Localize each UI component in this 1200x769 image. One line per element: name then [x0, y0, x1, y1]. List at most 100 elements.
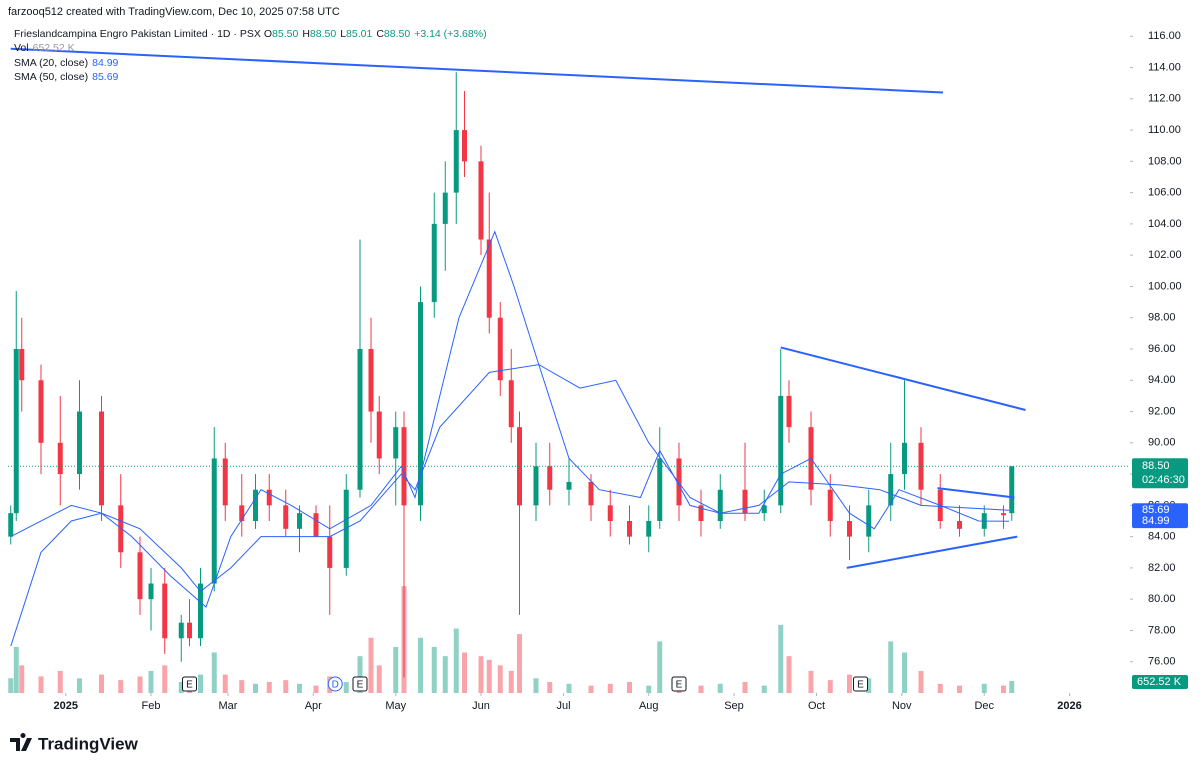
- candle-body: [357, 348, 363, 490]
- candle-body: [698, 505, 704, 521]
- x-tick-label: 2025: [54, 700, 78, 712]
- candle-body: [902, 442, 907, 475]
- x-tick-label: Apr: [305, 700, 322, 712]
- volume-bar: [957, 685, 962, 693]
- candle-body: [676, 458, 682, 506]
- sma-line: [10, 364, 1010, 647]
- volume-bar: [698, 685, 704, 693]
- candle-body: [253, 489, 258, 521]
- candle-body: [547, 466, 553, 490]
- event-label: E: [357, 680, 364, 691]
- event-marker: [671, 676, 687, 692]
- candle-body: [657, 458, 663, 521]
- volume-bar: [847, 674, 852, 693]
- x-tick-label: Nov: [892, 700, 912, 712]
- trend-line: [780, 346, 1026, 411]
- volume-bar: [253, 683, 258, 693]
- volume-bar: [178, 681, 184, 693]
- volume-bar: [77, 678, 82, 693]
- legend-key: H: [302, 28, 310, 40]
- volume-tag-label: 652.52 K: [1137, 676, 1182, 688]
- legend-volume-name: Vol: [14, 42, 29, 54]
- volume-bar: [478, 656, 484, 693]
- volume-bar: [442, 656, 448, 693]
- candle-body: [778, 395, 784, 506]
- volume-bar: [368, 637, 374, 693]
- volume-bar: [533, 678, 539, 693]
- x-tick-label: Feb: [142, 700, 161, 712]
- volume-bar: [937, 683, 943, 693]
- candle-body: [566, 481, 572, 490]
- y-tick-label: 102.00: [1148, 249, 1182, 261]
- volume-bar: [297, 683, 302, 693]
- candle-body: [376, 411, 382, 459]
- legend-series-value: 85.69: [92, 71, 118, 83]
- event-marker: [182, 676, 197, 692]
- y-tick-label: 94.00: [1148, 374, 1176, 386]
- volume-bar: [13, 646, 19, 693]
- candle-body: [418, 302, 423, 506]
- candle-body: [8, 513, 14, 537]
- trend-line: [10, 47, 944, 94]
- candle-body: [57, 442, 63, 475]
- logo-mark: [10, 733, 32, 751]
- candle-body: [222, 458, 228, 506]
- sma-tag-label: 84.99: [1142, 515, 1170, 527]
- volume-bar: [148, 670, 154, 693]
- sma-line: [10, 230, 1010, 608]
- attribution: farzooq512 created with TradingView.com,…: [8, 6, 340, 18]
- volume-bar: [393, 646, 399, 693]
- candle-body: [442, 192, 448, 224]
- legend-symbol: Frieslandcampina Engro Pakistan Limited …: [14, 28, 261, 40]
- volume-bar: [627, 681, 632, 693]
- candle-body: [717, 489, 723, 521]
- candle-body: [742, 489, 748, 514]
- volume-bar: [866, 678, 872, 693]
- volume-bar: [607, 683, 613, 693]
- candle-body: [786, 395, 792, 428]
- y-tick-label: 114.00: [1148, 61, 1181, 73]
- event-label: E: [186, 680, 193, 691]
- y-tick-label: 84.00: [1148, 531, 1176, 543]
- candle-body: [297, 513, 302, 529]
- candle-body: [497, 317, 503, 381]
- volume-bar: [508, 670, 514, 693]
- candle-body: [148, 583, 154, 600]
- x-tick-label: Mar: [219, 700, 238, 712]
- legend-volume-value: 652.52 K: [33, 42, 75, 54]
- x-tick-label: Jul: [556, 700, 570, 712]
- sma-tag: [1132, 514, 1188, 529]
- y-tick-label: 100.00: [1148, 280, 1182, 292]
- candle-body: [588, 481, 594, 506]
- volume-bar: [376, 665, 382, 693]
- brand-name: TradingView: [38, 734, 139, 753]
- candle-body: [19, 348, 25, 381]
- last-price-label: 88.50: [1142, 460, 1170, 472]
- candle-body: [77, 411, 82, 475]
- candle-body: [453, 130, 459, 193]
- y-tick-label: 106.00: [1148, 187, 1182, 199]
- x-tick-label: Jun: [472, 700, 490, 712]
- candle-body: [118, 505, 124, 553]
- x-tick-label: May: [385, 700, 406, 712]
- volume-bar: [239, 680, 245, 693]
- candle-body: [13, 348, 19, 514]
- y-tick-label: 110.00: [1148, 124, 1181, 136]
- trend-line: [937, 487, 1015, 499]
- volume-bar: [981, 683, 987, 693]
- candle-body: [187, 622, 192, 639]
- volume-bar: [211, 652, 217, 693]
- x-tick-label: Aug: [639, 700, 659, 712]
- candle-body: [517, 427, 522, 506]
- candle-body: [283, 505, 289, 529]
- volume-bar: [313, 685, 319, 693]
- volume-bar: [453, 628, 459, 693]
- sma-tag-label: 85.69: [1142, 504, 1170, 516]
- volume-bar: [808, 670, 814, 693]
- volume-bar: [786, 656, 792, 693]
- event-marker: [853, 676, 868, 692]
- volume-bar: [162, 665, 168, 693]
- volume-tag: [1132, 675, 1188, 689]
